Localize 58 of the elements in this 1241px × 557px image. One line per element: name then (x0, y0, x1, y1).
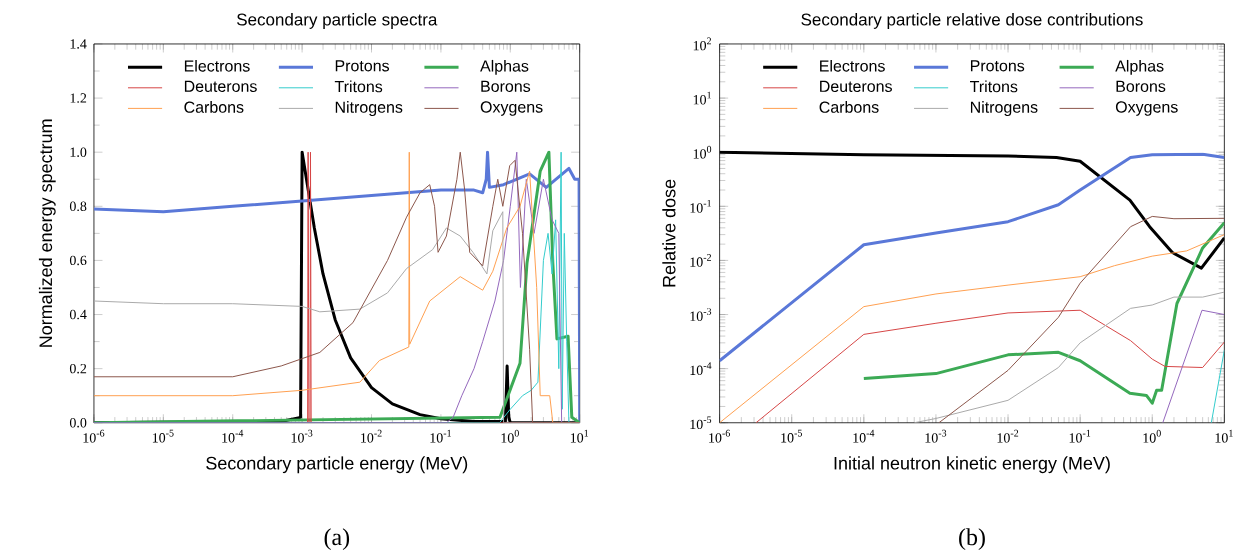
y-tick-label: 0.0 (69, 418, 87, 428)
x-tick-label: 10$^{-4}$ (222, 429, 244, 443)
legend-label: Oxygens (480, 101, 543, 116)
x-tick-label: 10$^{-3}$ (291, 429, 313, 443)
y-tick-label: 10$^{-3}$ (690, 308, 712, 322)
legend-label: Deuterons (820, 80, 892, 93)
x-tick-label: 10$^{-3}$ (925, 429, 947, 443)
legend-label: Deuterons (184, 80, 257, 93)
x-tick-label: 10$^{-2}$ (361, 429, 382, 443)
y-tick-label: 10$^{1}$ (693, 91, 711, 105)
x-tick-label: 10$^{1}$ (570, 429, 589, 443)
legend-label: Electrons (820, 60, 885, 72)
legend-label: Oxygens (1115, 101, 1178, 116)
legend-label: Nitrogens (970, 101, 1038, 117)
y-tick-label: 10$^{-1}$ (690, 200, 711, 213)
y-tick-label: 10$^{2}$ (693, 37, 712, 51)
y-axis-title: Relative dose (662, 179, 676, 287)
y-tick-label: 1.4 (70, 39, 87, 49)
legend-label: Borons (481, 80, 531, 93)
y-tick-label: 0.4 (69, 309, 87, 320)
legend-label: Tritons (334, 80, 383, 93)
y-tick-label: 10$^{-2}$ (690, 254, 712, 267)
x-tick-label: 10$^{-1}$ (1069, 429, 1091, 443)
y-tick-label: 10$^{-5}$ (690, 416, 712, 430)
text: (b) (959, 528, 985, 551)
x-tick-label: 10$^{-4}$ (853, 429, 875, 443)
x-tick-label: 10$^{-5}$ (781, 429, 802, 443)
y-axis-title: Normalized energy spectrum (38, 119, 56, 348)
x-tick-label: 10$^{0}$ (501, 429, 519, 443)
x-tick-label: 10$^{-2}$ (997, 429, 1019, 443)
legend-label: Protons (335, 60, 390, 72)
legend-label: Borons (1116, 80, 1166, 93)
y-tick-label: 10$^{-4}$ (690, 362, 712, 376)
legend-label: Alphas (480, 60, 529, 75)
x-tick-label: 10$^{0}$ (1143, 429, 1161, 443)
chart-title: Secondary particle spectra (237, 13, 438, 30)
y-tick-label: 0.8 (69, 201, 87, 212)
legend-label: Tritons (970, 80, 1018, 93)
x-tick-label: 10$^{-1}$ (430, 429, 451, 443)
x-axis-title: Initial neutron kinetic energy (MeV) (834, 456, 1110, 474)
legend-label: Carbons (819, 101, 879, 113)
legend-label: Carbons (184, 101, 244, 113)
legend-label: Alphas (1115, 60, 1164, 75)
chart-title: Secondary particle relative dose contributions (801, 13, 1143, 30)
x-axis-title: Secondary particle energy (MeV) (206, 456, 468, 474)
legend-label: Nitrogens (335, 101, 403, 117)
y-tick-label: 1.0 (70, 147, 87, 158)
y-tick-label: 10$^{0}$ (693, 145, 712, 159)
y-tick-label: 0.6 (69, 255, 87, 266)
y-tick-label: 0.2 (69, 364, 87, 374)
legend-label: Electrons (184, 60, 250, 72)
text: (a) (324, 528, 350, 551)
x-tick-label: 10$^{-5}$ (152, 429, 174, 443)
legend-label: Protons (970, 60, 1025, 72)
x-tick-label: 10$^{1}$ (1215, 429, 1233, 443)
x-tick-label: 10$^{-6}$ (709, 429, 730, 443)
x-tick-label: 10$^{-6}$ (83, 429, 105, 443)
y-tick-label: 1.2 (70, 93, 87, 103)
